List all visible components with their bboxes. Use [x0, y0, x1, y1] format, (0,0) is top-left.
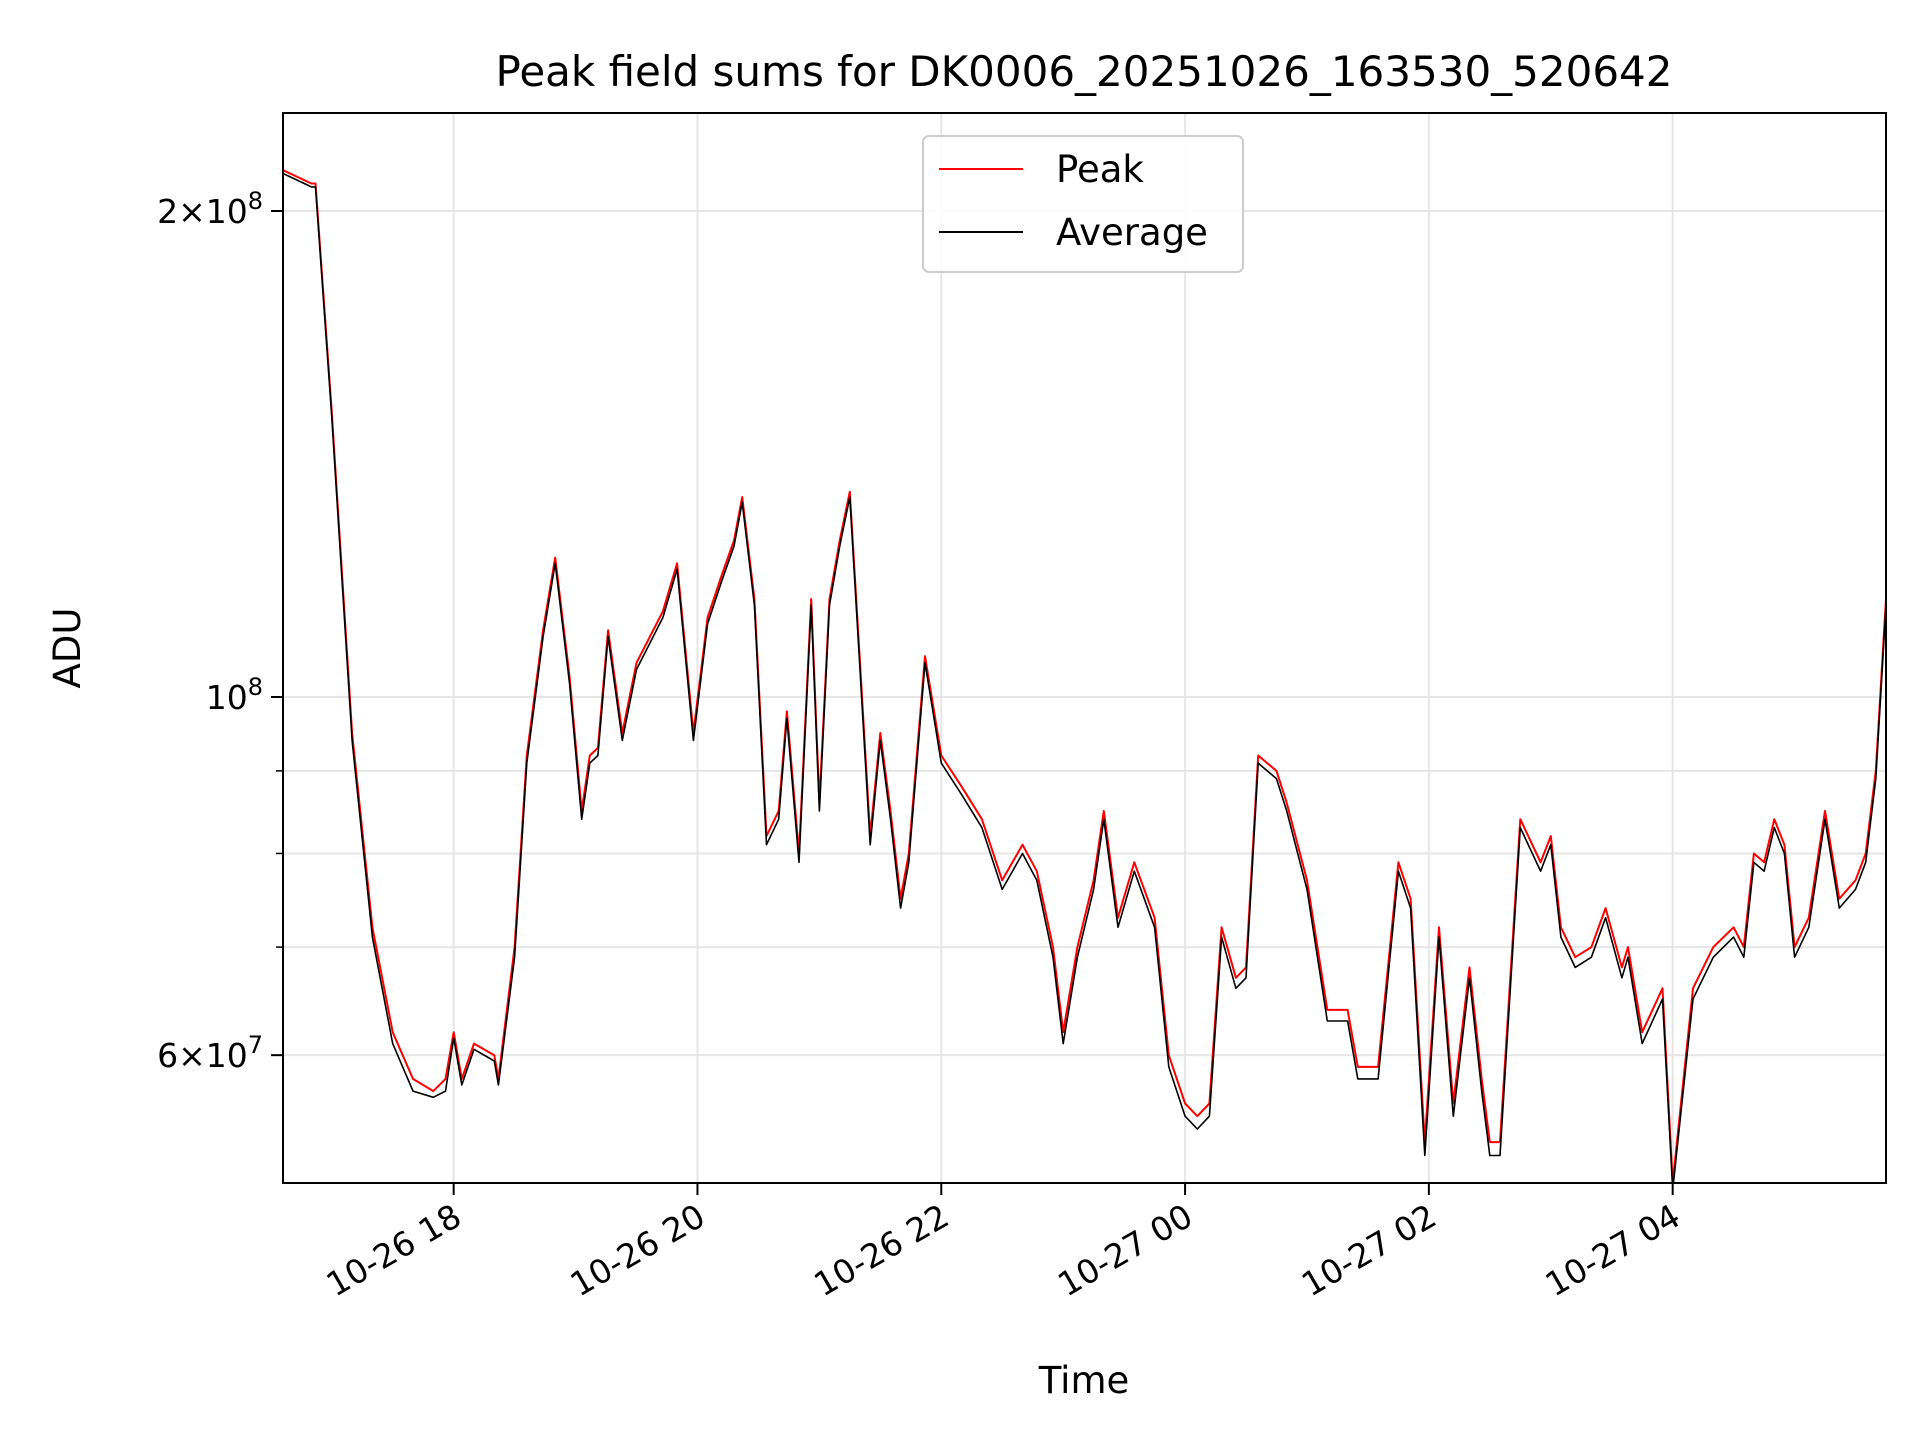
legend: Peak Average [922, 135, 1244, 273]
plot-frame [282, 112, 1887, 1184]
y-tick-label: 108 [206, 673, 263, 717]
legend-peak-label: Peak [1056, 148, 1144, 191]
y-tick-label: 2×108 [157, 187, 263, 231]
chart-title: Peak field sums for DK0006_20251026_1635… [495, 47, 1672, 96]
y-tick-label: 6×107 [157, 1031, 263, 1075]
series-line-average [283, 172, 1886, 1183]
y-axis-ticks: 6×107 108 2×108 [157, 187, 283, 1075]
grid-lines [283, 113, 1886, 1183]
x-axis-label: Time [1038, 1359, 1130, 1402]
plot-series-group [283, 169, 1886, 1183]
y-axis-label: ADU [46, 608, 89, 689]
legend-average-label: Average [1056, 211, 1208, 254]
